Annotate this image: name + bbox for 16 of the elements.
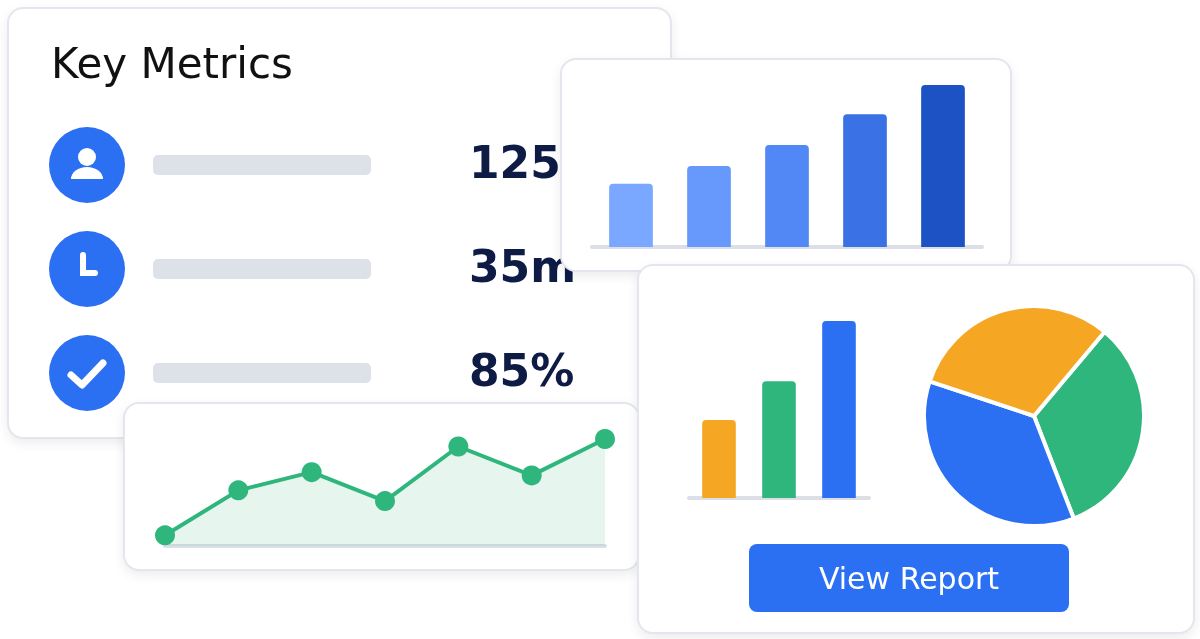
text: 125	[469, 137, 561, 188]
point	[228, 480, 249, 501]
point	[448, 436, 469, 457]
view-button[interactable]: View Report	[749, 544, 1069, 612]
bar	[921, 85, 965, 247]
point	[301, 462, 322, 483]
bar	[843, 114, 887, 247]
bar	[765, 144, 809, 247]
bar	[687, 166, 731, 247]
bar	[609, 183, 653, 247]
point	[595, 429, 615, 449]
text: 85%	[469, 345, 575, 396]
point	[155, 525, 175, 546]
point	[521, 465, 542, 486]
point	[375, 491, 395, 512]
text: Key Metrics	[51, 39, 293, 88]
